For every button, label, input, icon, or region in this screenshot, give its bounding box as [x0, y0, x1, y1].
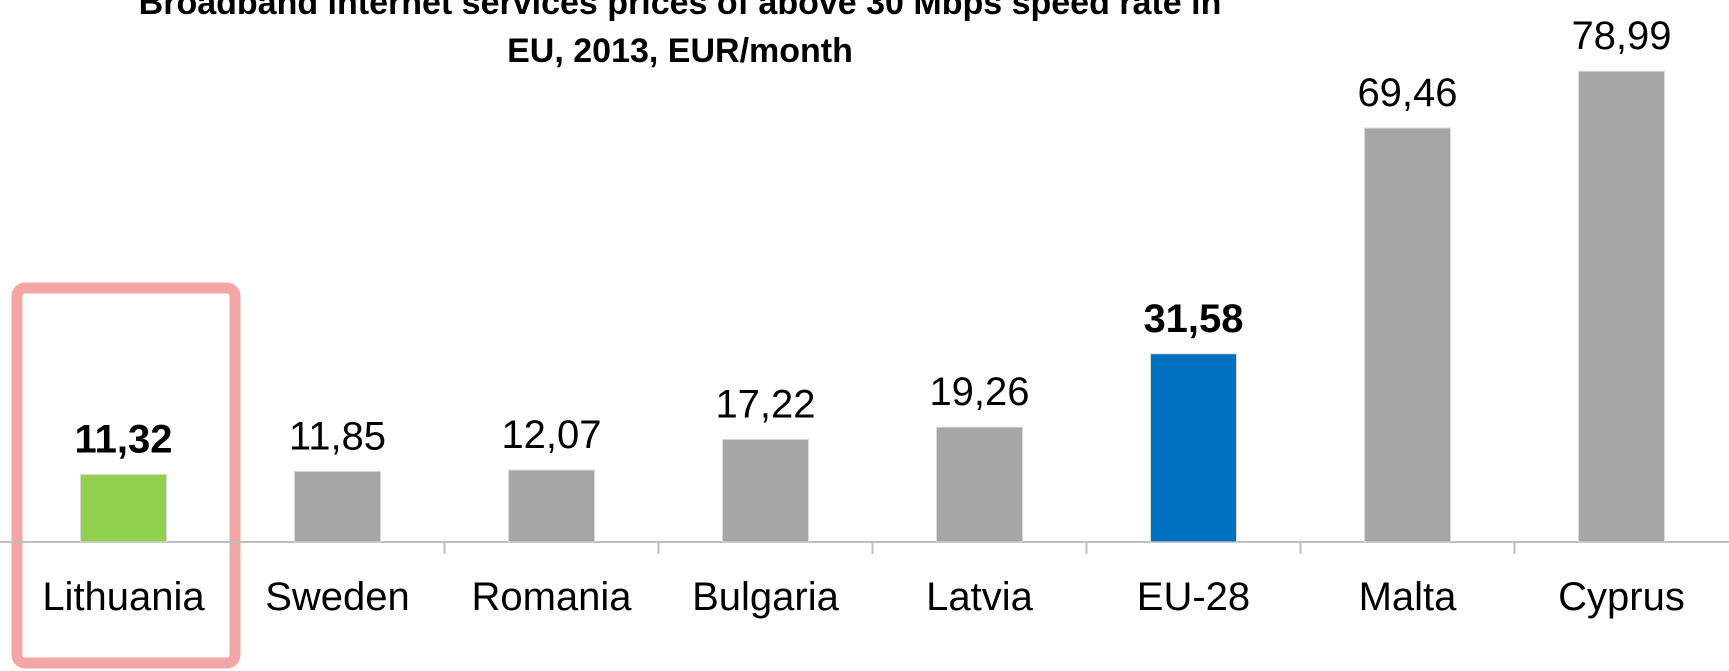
value-label: 11,32 [75, 418, 173, 462]
bar [80, 474, 167, 543]
bar [508, 469, 595, 543]
value-label: 12,07 [501, 413, 601, 457]
x-tick-label: Sweden [265, 575, 410, 619]
bar [294, 470, 381, 543]
value-label: 19,26 [929, 370, 1029, 414]
highlight-box [11, 282, 241, 669]
value-label: 11,85 [289, 414, 386, 458]
bar [936, 426, 1023, 543]
bar [722, 438, 809, 543]
x-tick-label: Cyprus [1558, 575, 1685, 619]
x-tick-label: Romania [471, 575, 632, 619]
chart-title: Broadband internet services prices of ab… [139, 0, 1222, 22]
bar [1364, 127, 1451, 543]
value-label: 78,99 [1571, 14, 1671, 58]
value-label: 31,58 [1143, 297, 1243, 341]
x-tick-label: Latvia [926, 575, 1033, 619]
value-label: 69,46 [1357, 71, 1457, 115]
chart-title: EU, 2013, EUR/month [507, 32, 853, 70]
x-tick-label: Malta [1359, 575, 1458, 619]
x-tick-label: Lithuania [42, 575, 205, 619]
x-tick-label: Bulgaria [692, 575, 840, 619]
value-label: 17,22 [715, 382, 815, 426]
bar [1150, 353, 1237, 543]
x-tick-label: EU-28 [1137, 575, 1250, 619]
bar [1578, 70, 1665, 543]
